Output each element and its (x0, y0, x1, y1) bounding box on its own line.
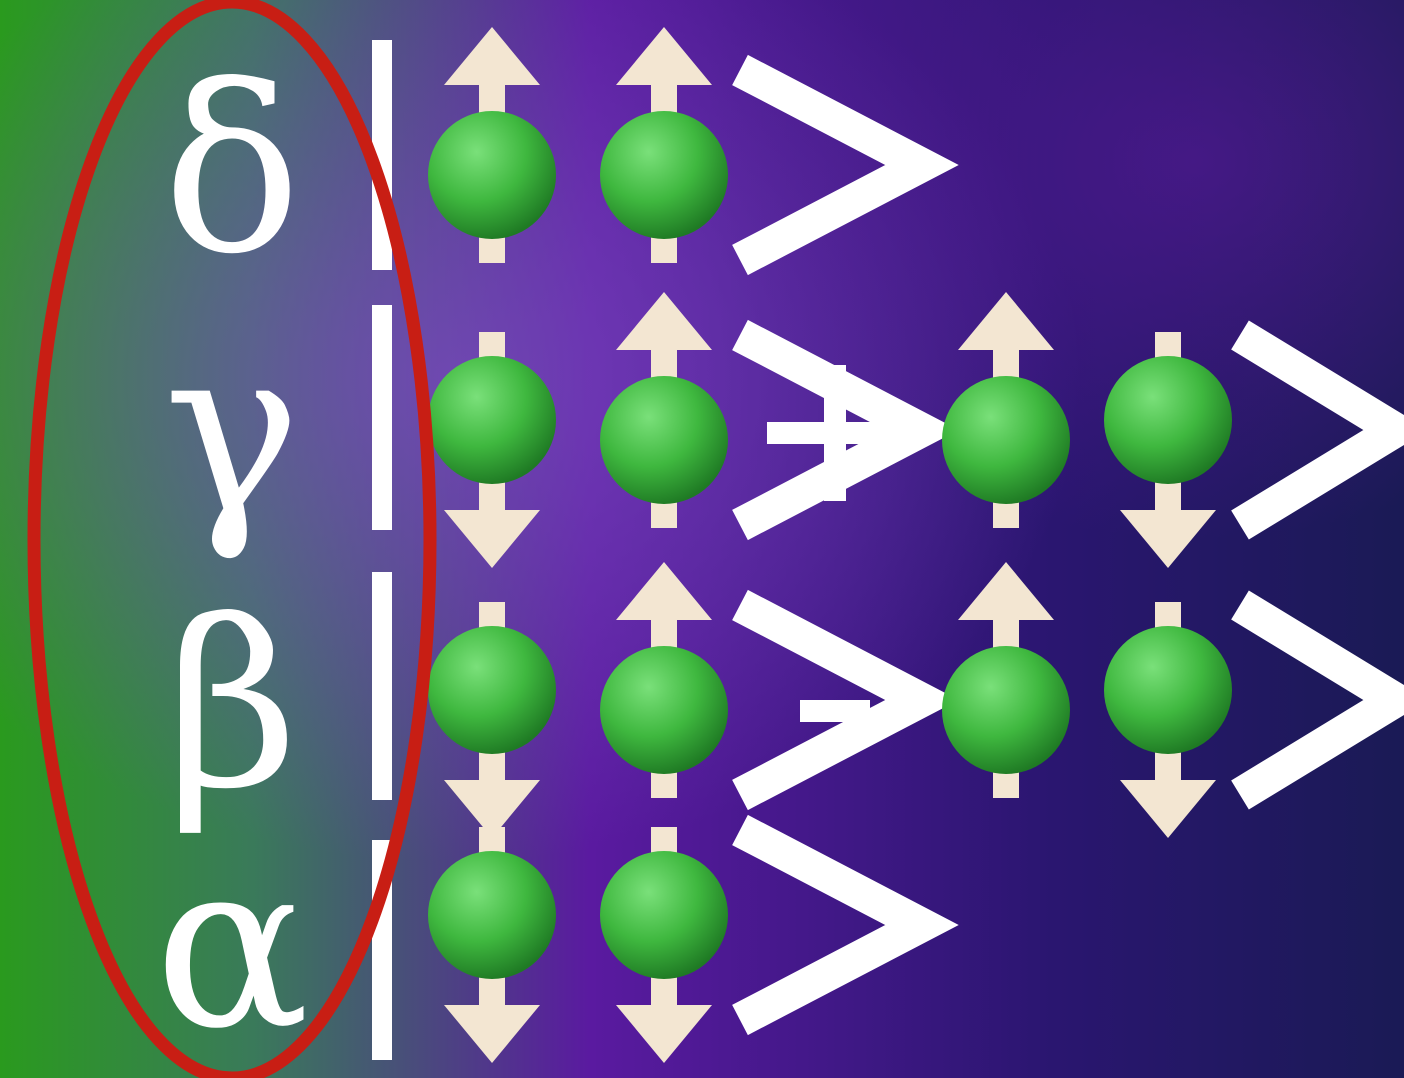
spin-particle (428, 356, 556, 484)
ket-close-angle (1231, 320, 1404, 540)
ket-close-angle (732, 319, 959, 541)
spin-particle (600, 851, 728, 979)
spin-particle (1104, 356, 1232, 484)
state-label: β (166, 573, 299, 840)
spin-particle (600, 646, 728, 774)
ket-close-angle (732, 589, 959, 811)
state-row: γ (163, 292, 1404, 568)
spin-particle (428, 851, 556, 979)
spin-particle (428, 111, 556, 239)
plus-operator-v (824, 365, 846, 501)
spin-particle (600, 111, 728, 239)
ket-open-bar (372, 305, 392, 530)
highlight-ellipse (27, 0, 437, 1078)
state-label: δ (163, 38, 301, 305)
spin-particle (942, 646, 1070, 774)
spin-particle (428, 626, 556, 754)
ket-open-bar (372, 572, 392, 800)
state-label: α (154, 813, 309, 1078)
minus-operator (800, 700, 870, 722)
ket-close-angle (1231, 590, 1404, 810)
spin-particle (1104, 626, 1232, 754)
spin-particle (942, 376, 1070, 504)
spin-particle (600, 376, 728, 504)
state-row: β (166, 562, 1404, 840)
ket-close-angle (732, 54, 959, 276)
state-row: α (154, 813, 959, 1078)
state-label: γ (163, 298, 300, 565)
ket-close-angle (732, 814, 959, 1036)
